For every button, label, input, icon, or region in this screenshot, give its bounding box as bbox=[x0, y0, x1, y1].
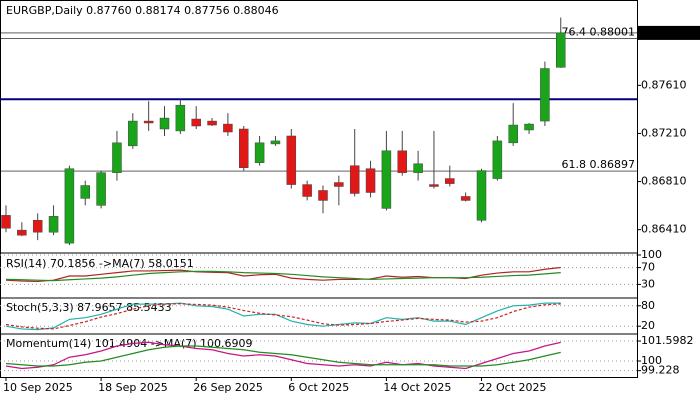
candle-body bbox=[334, 182, 344, 187]
y-tick-label: 100 bbox=[641, 248, 662, 261]
panel-title: RSI(14) 70.1856 ->MA(7) 58.0151 bbox=[6, 257, 194, 270]
y-tick-label: 0.87210 bbox=[641, 126, 687, 139]
candle-body bbox=[223, 123, 233, 133]
panel-title: Stoch(5,3,3) 87.9657 85.5433 bbox=[6, 301, 172, 314]
candle-body bbox=[429, 184, 439, 187]
candle-body bbox=[175, 104, 186, 132]
price-box bbox=[638, 25, 700, 40]
x-tick-label: 22 Oct 2025 bbox=[479, 381, 547, 394]
candle-body bbox=[128, 120, 138, 147]
candle-body bbox=[413, 163, 423, 173]
indicator-line bbox=[5, 270, 561, 282]
candle-body bbox=[270, 140, 281, 145]
candle-body bbox=[540, 68, 550, 122]
candle-body bbox=[17, 229, 27, 236]
candle-body bbox=[254, 142, 265, 163]
y-tick-label: 0.88046 bbox=[641, 26, 687, 39]
candle-body bbox=[143, 120, 154, 124]
candle-body bbox=[96, 172, 106, 206]
candle-body bbox=[32, 220, 43, 233]
candle-body bbox=[159, 117, 170, 130]
candle-body bbox=[318, 190, 328, 201]
candle-body bbox=[508, 124, 518, 144]
y-tick-label: 20 bbox=[641, 319, 655, 332]
x-tick-label: 14 Oct 2025 bbox=[383, 381, 451, 394]
fibo-label: 76.4 0.88001 bbox=[562, 25, 635, 38]
x-tick-label: 6 Oct 2025 bbox=[288, 381, 349, 394]
x-tick-label: 26 Sep 2025 bbox=[193, 381, 263, 394]
indicator-line bbox=[5, 303, 561, 330]
frame bbox=[0, 0, 638, 378]
x-tick-label: 18 Sep 2025 bbox=[98, 381, 168, 394]
candle-body bbox=[349, 165, 360, 194]
y-tick-label: 30 bbox=[641, 277, 655, 290]
x-tick-label: 10 Sep 2025 bbox=[3, 381, 73, 394]
fibo-label: 61.8 0.86897 bbox=[562, 158, 635, 171]
indicator-line bbox=[5, 345, 561, 367]
candle-body bbox=[302, 184, 312, 197]
y-tick-label: 80 bbox=[641, 299, 655, 312]
candle-body bbox=[1, 215, 11, 229]
candle-body bbox=[191, 118, 201, 127]
indicator-line bbox=[5, 341, 561, 370]
y-tick-label: 0.86810 bbox=[641, 175, 687, 188]
y-tick-label: 101.5982 bbox=[641, 334, 694, 347]
candle-body bbox=[286, 135, 297, 185]
candle-body bbox=[556, 32, 566, 68]
y-tick-label: 70 bbox=[641, 261, 655, 274]
candle-body bbox=[524, 123, 534, 131]
candle-body bbox=[476, 170, 487, 221]
candle-body bbox=[381, 150, 392, 209]
panel-title: EURGBP,Daily 0.87760 0.88174 0.87756 0.8… bbox=[6, 4, 279, 17]
y-tick-label: 0.86410 bbox=[641, 223, 687, 236]
candle-body bbox=[239, 128, 249, 168]
candle-body bbox=[112, 142, 122, 173]
y-tick-label: 100 bbox=[641, 354, 662, 367]
candle-body bbox=[365, 168, 376, 193]
candle-body bbox=[64, 168, 75, 244]
candle-body bbox=[492, 140, 503, 179]
y-tick-label: 99.228 bbox=[641, 364, 680, 377]
candle-body bbox=[445, 178, 455, 184]
candle-body bbox=[207, 120, 217, 126]
candle-body bbox=[80, 185, 90, 199]
indicator-line bbox=[5, 302, 561, 331]
y-tick-label: 0.87610 bbox=[641, 78, 687, 91]
candle-body bbox=[460, 196, 471, 201]
candle-body bbox=[48, 216, 59, 233]
candle-body bbox=[397, 150, 407, 173]
